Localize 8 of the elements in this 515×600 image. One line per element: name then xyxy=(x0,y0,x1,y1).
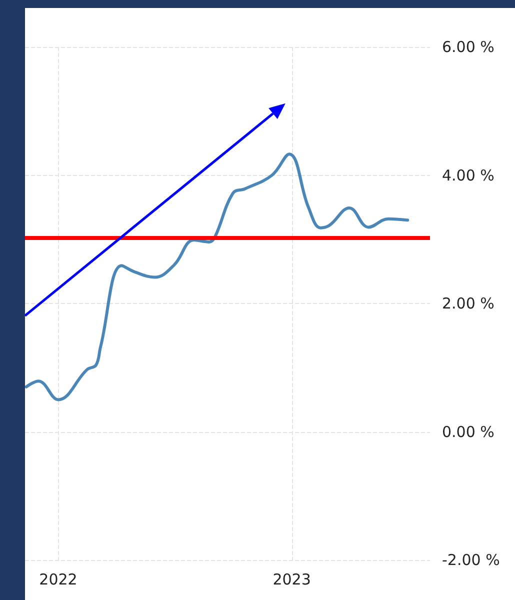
y-tick-label: 6.00 % xyxy=(442,38,494,56)
y-tick-label: -2.00 % xyxy=(442,551,500,569)
x-tick-label: 2022 xyxy=(39,570,78,588)
line-series xyxy=(25,152,410,402)
x-tick-label: 2023 xyxy=(272,570,311,588)
y-tick-label: 4.00 % xyxy=(442,166,494,184)
y-tick-label: 2.00 % xyxy=(442,294,494,312)
y-tick-label: 0.00 % xyxy=(442,422,494,441)
